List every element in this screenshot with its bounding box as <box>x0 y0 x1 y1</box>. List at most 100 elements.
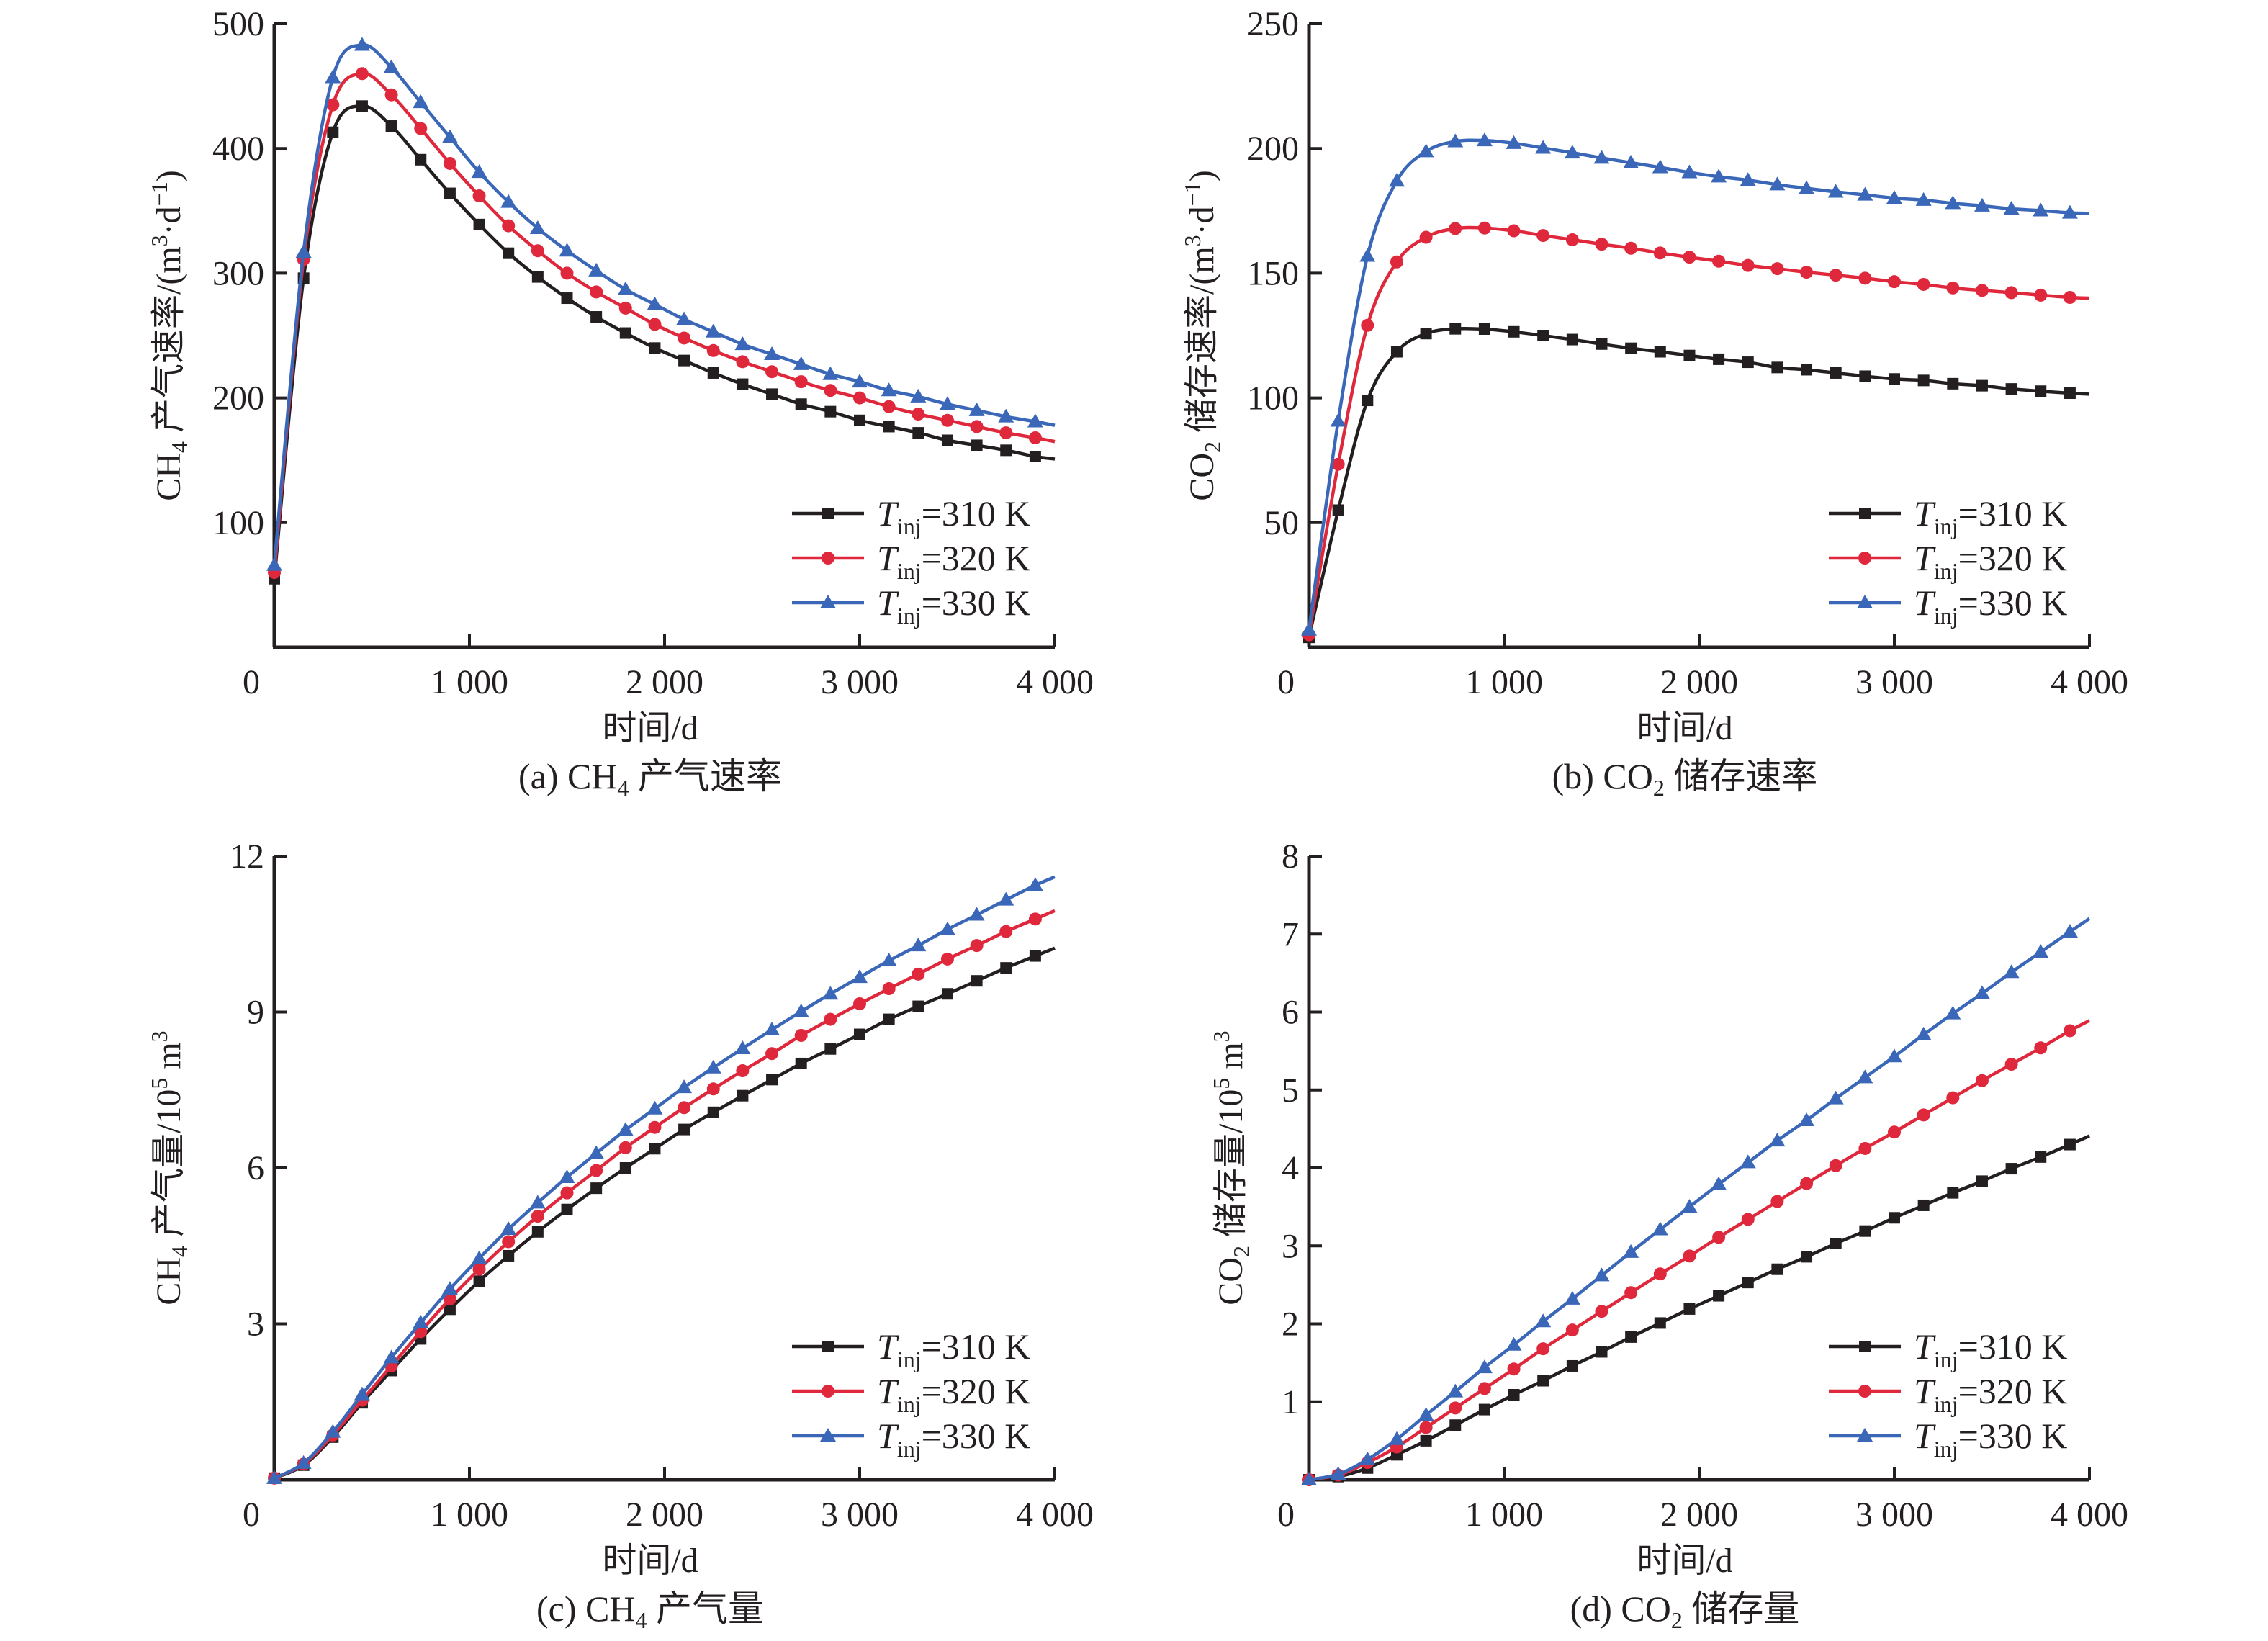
data-point <box>1859 1225 1871 1237</box>
data-point <box>1388 1431 1405 1445</box>
data-point <box>413 94 429 109</box>
legend-symbol: T <box>1914 1416 1936 1456</box>
data-point <box>1028 431 1042 445</box>
data-point <box>1917 1108 1930 1122</box>
y-tick-label: 6 <box>1282 994 1299 1032</box>
data-point <box>384 88 398 102</box>
data-point <box>415 153 427 166</box>
legend-label: Tinj=310 K <box>877 493 1030 539</box>
data-point <box>912 1000 924 1012</box>
ylabel-superscript: −1 <box>146 181 172 206</box>
data-point <box>854 1028 865 1040</box>
series-s330 <box>1301 132 2090 636</box>
ylabel-mid: 储存量/10 <box>1212 1089 1250 1246</box>
data-point <box>559 1169 575 1183</box>
data-point <box>383 59 400 73</box>
data-point <box>1654 1317 1666 1329</box>
data-point <box>2035 1151 2047 1163</box>
x-tick-label: 1 000 <box>1465 1496 1543 1534</box>
data-point <box>1000 444 1012 457</box>
data-point <box>647 296 663 310</box>
data-point <box>1596 338 1608 350</box>
data-point <box>736 355 750 369</box>
data-point <box>1449 323 1462 335</box>
data-point <box>590 1182 603 1195</box>
data-point <box>472 1262 486 1276</box>
data-point <box>1769 1133 1786 1147</box>
caption-subscript: 2 <box>1671 1607 1683 1633</box>
y-tick-label: 2 <box>1282 1305 1299 1344</box>
y-tick-label: 5 <box>1282 1071 1299 1110</box>
data-point <box>1028 912 1042 926</box>
legend-value: =320 K <box>922 538 1031 578</box>
data-point <box>531 1210 544 1223</box>
data-point <box>2005 383 2017 395</box>
data-point <box>883 1013 895 1025</box>
ylabel-prefix: CH <box>150 1257 188 1305</box>
caption-suffix: 储存量 <box>1683 1588 1800 1629</box>
chart-panel-b: 50 100 150 200 250 0 1 000 2 000 3 000 4 000 时间/d (… <box>1179 5 2128 801</box>
data-point <box>1741 258 1755 272</box>
data-point <box>355 67 369 81</box>
legend-symbol: T <box>1914 1371 1936 1411</box>
data-point <box>1857 186 1873 201</box>
series-s320 <box>268 909 1056 1485</box>
caption-prefix: (a) CH <box>518 756 617 796</box>
ylabel-mid2: ·d <box>150 206 188 235</box>
data-point <box>1596 1346 1608 1358</box>
data-point <box>1029 451 1041 463</box>
y-tick-label: 150 <box>1247 254 1299 292</box>
data-point <box>1419 1421 1433 1434</box>
ylabel-superscript: −1 <box>1179 181 1205 206</box>
data-point <box>940 952 954 966</box>
data-point <box>1566 1359 1578 1372</box>
data-point <box>471 164 487 179</box>
data-point <box>852 969 868 984</box>
data-point <box>795 398 807 410</box>
ylabel-prefix: CO <box>1183 453 1221 501</box>
data-point <box>1829 1159 1842 1172</box>
x-tick-label: 4 000 <box>2051 663 2128 701</box>
legend-label: Tinj=330 K <box>877 583 1030 629</box>
data-point <box>617 1122 634 1136</box>
data-point <box>619 327 631 339</box>
legend-marker-triangle <box>820 1428 836 1442</box>
data-point <box>590 285 603 299</box>
legend-marker-triangle <box>1857 595 1873 608</box>
series-line <box>1308 1134 2090 1482</box>
legend-value: =320 K <box>1958 538 2068 578</box>
data-point <box>1712 1231 1726 1244</box>
data-point <box>1388 173 1405 187</box>
data-point <box>1625 342 1637 354</box>
data-point <box>1478 323 1490 335</box>
caption-subscript: 2 <box>1653 775 1665 801</box>
series-s310 <box>1303 1134 2090 1485</box>
legend-label: Tinj=320 K <box>877 1371 1030 1417</box>
legend-marker-square <box>822 508 834 519</box>
legend-subscript: inj <box>897 558 922 584</box>
x-tick-label: 3 000 <box>1855 1496 1933 1534</box>
series-s330 <box>1301 917 2091 1485</box>
data-point <box>676 1079 693 1094</box>
data-point <box>1623 1244 1639 1258</box>
data-point <box>764 346 780 360</box>
data-point <box>939 396 955 410</box>
data-point <box>559 243 575 257</box>
y-tick-label: 9 <box>247 994 264 1032</box>
ylabel-suffix: ) <box>150 170 188 181</box>
data-point <box>414 122 428 135</box>
data-point <box>882 400 896 413</box>
data-point <box>706 1082 720 1096</box>
data-point <box>970 939 984 953</box>
data-point <box>1888 275 1901 289</box>
data-point <box>1565 233 1579 246</box>
data-point <box>2034 1041 2048 1055</box>
data-point <box>736 1064 750 1078</box>
data-point <box>881 382 897 397</box>
data-point <box>2003 964 2020 979</box>
data-point <box>1915 1026 1932 1040</box>
legend-label: Tinj=330 K <box>877 1416 1030 1462</box>
data-point <box>706 343 720 357</box>
data-point <box>2033 202 2049 217</box>
